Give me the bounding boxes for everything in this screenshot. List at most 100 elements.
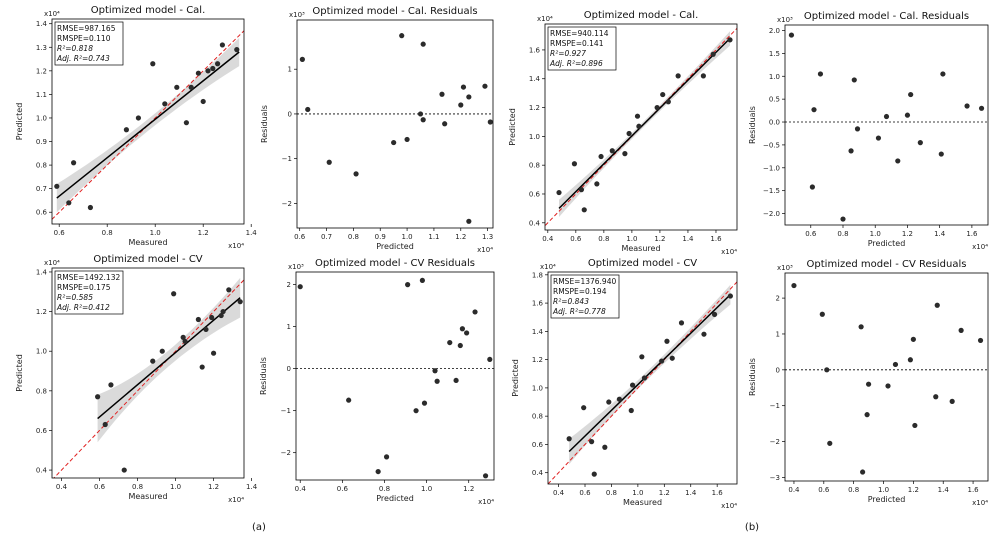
x-tick-label: 0.8 <box>837 230 848 238</box>
regression-line <box>558 37 731 209</box>
x-axis-label: Predicted <box>376 242 414 251</box>
data-point <box>135 115 141 121</box>
data-point <box>598 153 604 160</box>
y-tick-label: 1.2 <box>36 308 47 316</box>
data-point <box>95 394 101 400</box>
data-point <box>482 473 489 479</box>
data-point <box>639 354 645 360</box>
plot-area <box>297 33 493 224</box>
x-tick-label: 1.1 <box>428 233 439 241</box>
data-point <box>602 444 608 450</box>
x-tick-label: 0.9 <box>375 233 386 241</box>
x-tick-label: 1.2 <box>654 235 665 243</box>
plot-area <box>548 281 737 484</box>
y-tick-label: 1.2 <box>36 67 47 75</box>
y-tick-label: 1.8 <box>532 271 543 279</box>
data-point <box>183 120 189 126</box>
confidence-band <box>569 284 731 465</box>
x-tick-label: 1.3 <box>482 233 493 241</box>
data-point <box>664 338 670 344</box>
data-point <box>824 367 830 373</box>
stats-line: R²=0.585 <box>57 293 93 302</box>
data-point <box>215 61 221 67</box>
x-tick-label: 1.0 <box>402 233 413 241</box>
data-point <box>885 383 891 389</box>
data-point <box>854 126 861 132</box>
data-point <box>654 104 660 111</box>
stats-line: RMSPE=0.194 <box>553 287 607 296</box>
y-tick-label: −0.5 <box>763 141 780 149</box>
y-tick-label: 0.8 <box>529 162 540 170</box>
y-axis-label: Residuals <box>260 105 269 143</box>
data-point <box>195 70 201 76</box>
x-tick-label: 1.6 <box>968 486 980 494</box>
chart-panel-8: 0.4 0.6 0.8 1.0 1.2 1.4 1.6 −3 −2 −1 0 1 2 Optimized … <box>748 259 989 507</box>
x-tick-label: 1.4 <box>685 489 697 497</box>
y-tick-label: 0 <box>287 365 291 373</box>
data-point <box>102 421 108 428</box>
regression-line <box>56 51 240 199</box>
data-point <box>665 99 671 105</box>
stats-line: RMSPE=0.110 <box>57 34 111 43</box>
data-point <box>581 405 587 411</box>
x-axis-label: Predicted <box>868 495 906 504</box>
data-point <box>908 91 914 98</box>
data-point <box>711 311 718 317</box>
data-point <box>66 200 72 206</box>
y-tick-label: 1.0 <box>36 114 47 122</box>
data-point <box>659 358 665 364</box>
data-point <box>195 316 201 323</box>
chart-panel-3: 0.4 0.6 0.8 1.0 1.2 1.4 1.6 0.4 0.6 0.8 1.0 1.2 1.4 1… <box>508 10 738 256</box>
data-point <box>634 113 641 119</box>
data-point <box>305 106 311 113</box>
x-tick-label: 1.0 <box>870 230 881 238</box>
stats-line: RMSPE=0.175 <box>57 283 111 292</box>
data-point <box>417 111 424 117</box>
y-tick-label: 0.4 <box>529 219 541 227</box>
data-point <box>594 181 600 187</box>
data-point <box>162 101 168 107</box>
x-tick-label: 1.2 <box>908 486 919 494</box>
data-point <box>413 408 419 414</box>
data-point <box>840 216 846 222</box>
y-tick-label: −1.5 <box>763 187 780 195</box>
plot-area <box>785 32 988 222</box>
data-point <box>589 439 595 445</box>
data-point <box>159 348 165 354</box>
data-point <box>346 397 352 403</box>
y-tick-label: 1 <box>776 330 780 338</box>
regression-line <box>97 297 241 420</box>
data-point <box>482 83 488 89</box>
data-point <box>219 42 225 48</box>
axes-frame <box>784 272 989 482</box>
y-axis-multiplier: x10³ <box>289 11 305 19</box>
stats-box <box>547 26 617 71</box>
data-point <box>628 407 634 414</box>
y-axis-multiplier: x10³ <box>777 16 793 24</box>
axes-frame <box>51 267 245 479</box>
data-point <box>860 469 866 475</box>
chart-title: Optimized model - Cal. <box>584 10 699 21</box>
axes-frame <box>544 23 738 231</box>
data-point <box>458 102 464 108</box>
y-tick-label: 0.6 <box>36 209 48 217</box>
data-point <box>487 119 493 125</box>
data-point <box>71 160 77 166</box>
y-tick-label: −2 <box>281 449 291 457</box>
x-tick-label: 1.0 <box>626 235 637 243</box>
y-tick-label: 1.4 <box>532 328 544 336</box>
y-tick-label: 1.0 <box>529 133 540 141</box>
data-point <box>858 324 864 330</box>
x-tick-label: 0.6 <box>579 489 591 497</box>
x-axis-multiplier: x10⁴ <box>478 498 494 506</box>
x-tick-label: 0.6 <box>337 485 349 493</box>
x-axis-multiplier: x10⁴ <box>972 243 988 251</box>
data-point <box>123 127 129 133</box>
y-tick-label: 1.0 <box>769 73 780 81</box>
data-point <box>934 302 940 308</box>
y-axis-multiplier: x10⁴ <box>44 259 60 267</box>
data-point <box>626 130 632 137</box>
x-tick-label: 1.4 <box>938 486 950 494</box>
y-tick-label: 1.5 <box>769 50 780 58</box>
